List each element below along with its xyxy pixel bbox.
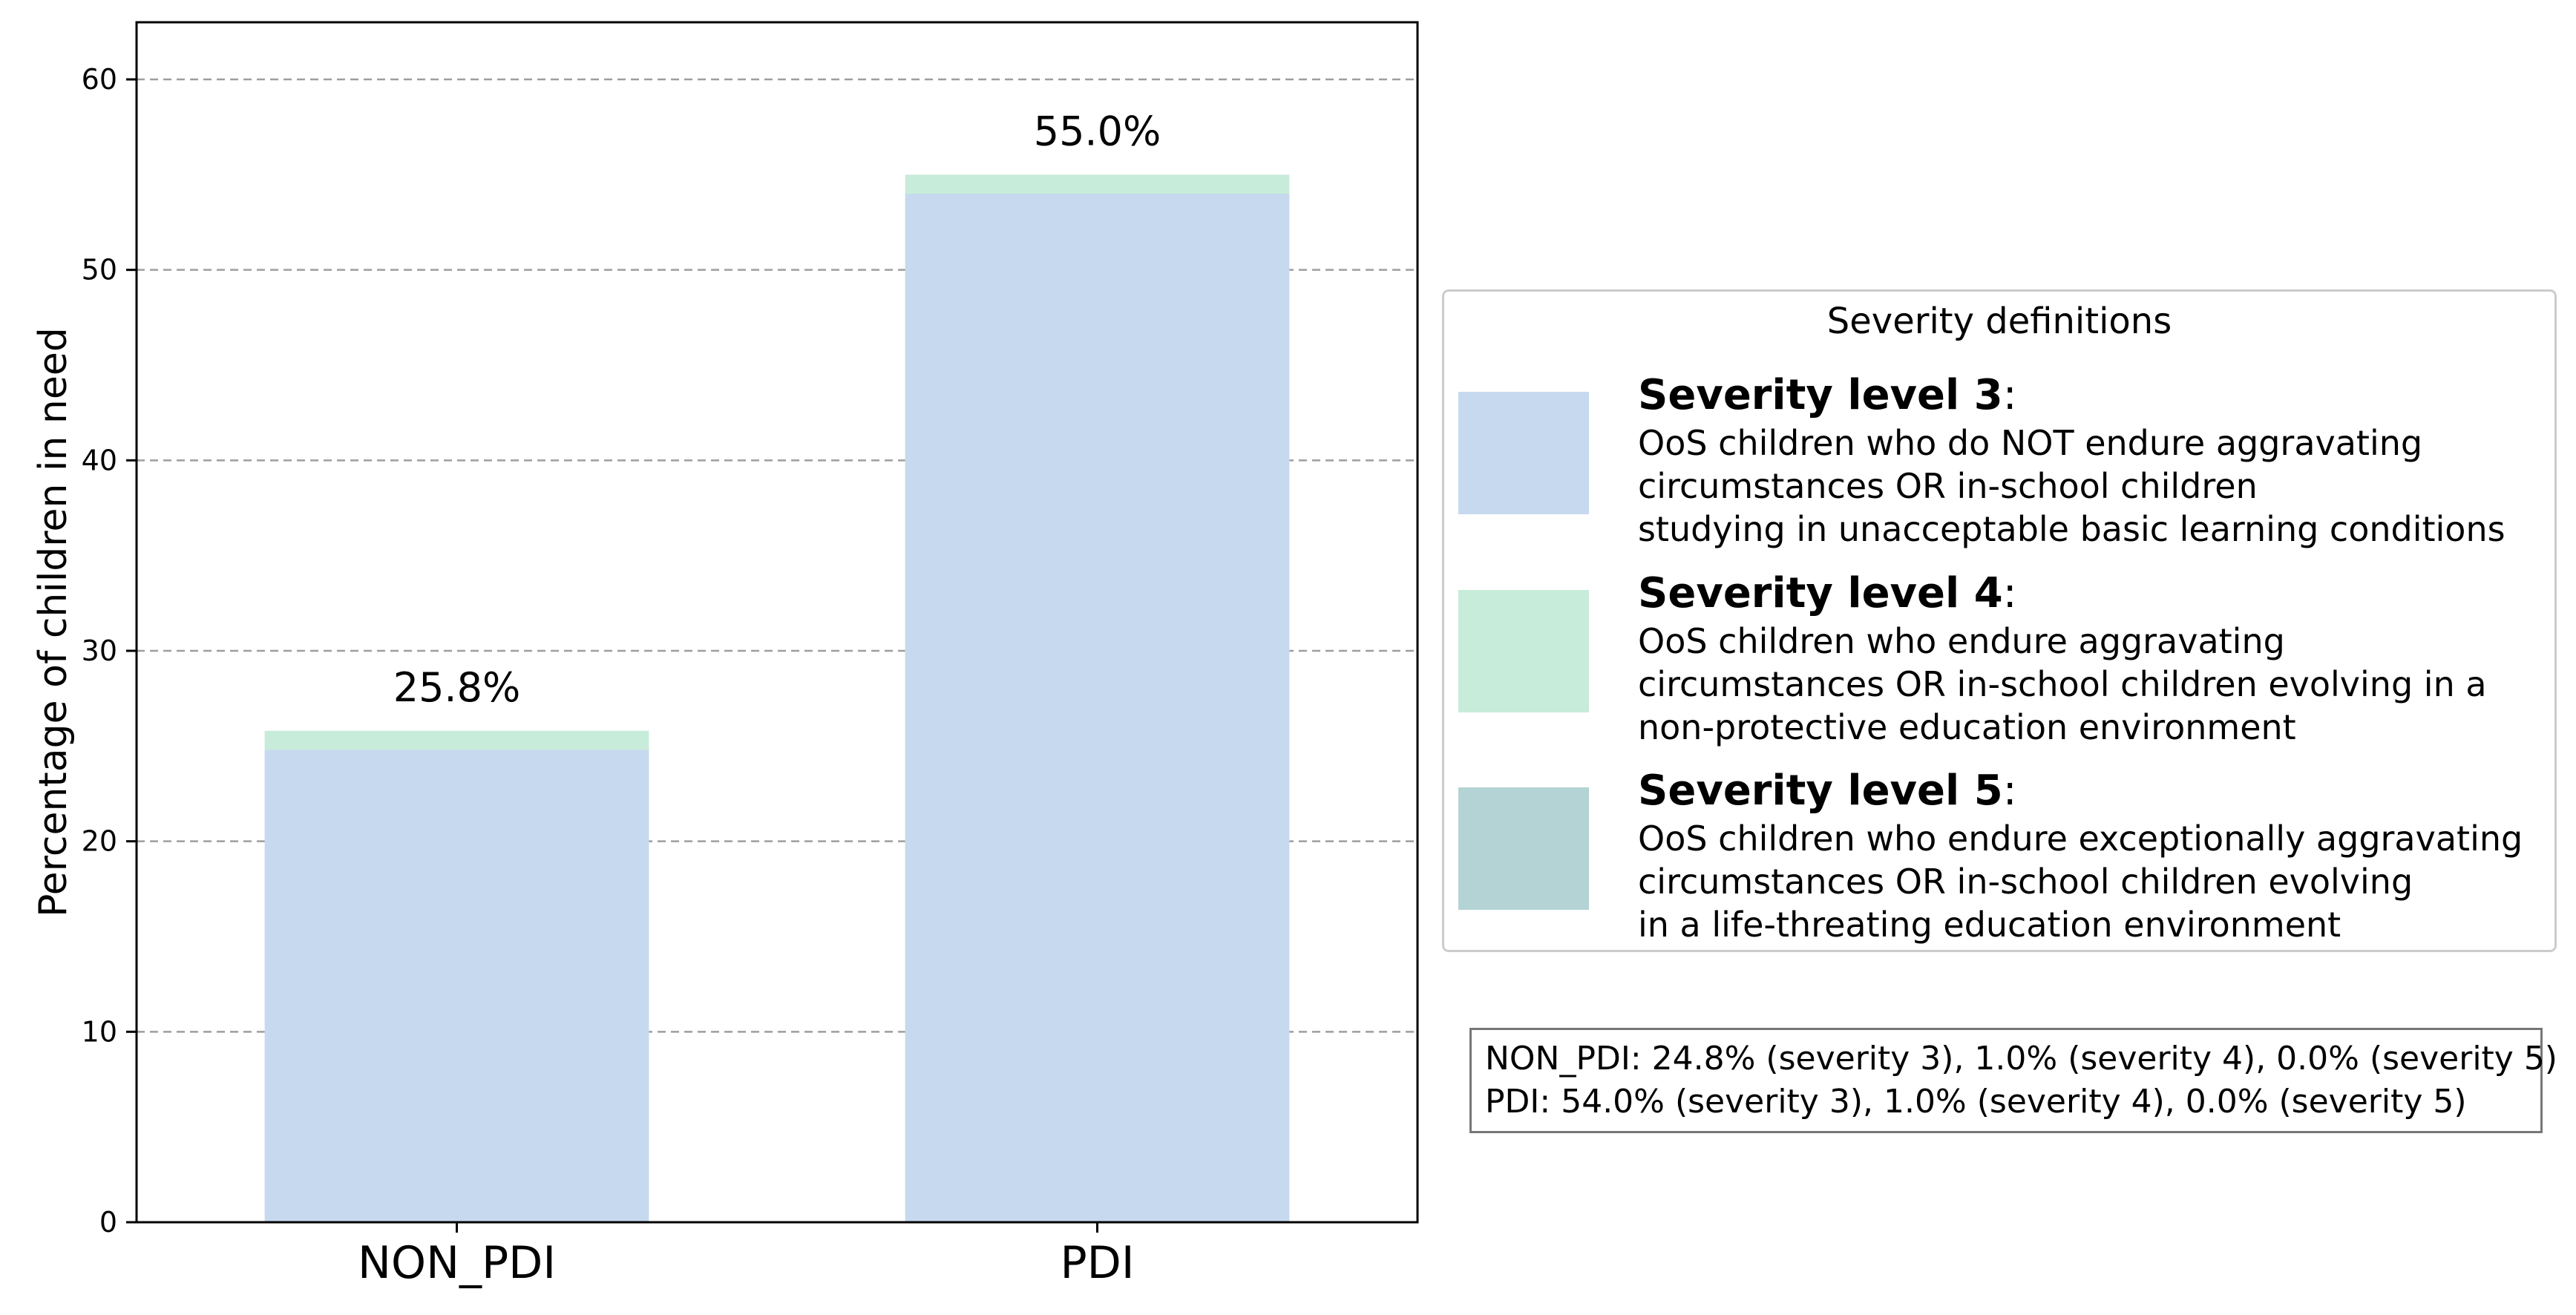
legend-heading-colon: :: [2002, 371, 2017, 419]
y-axis: 0 10 20 30 40 50 60: [82, 63, 137, 1239]
y-tick-label: 10: [82, 1015, 117, 1048]
bars: [264, 174, 1290, 1222]
legend-swatch-severity-4: [1458, 590, 1589, 712]
y-axis-label: Percentage of children in need: [31, 327, 76, 917]
summary-line-non-pdi: NON_PDI: 24.8% (severity 3), 1.0% (sever…: [1485, 1040, 2557, 1078]
legend-line: non-protective education environment: [1638, 707, 2296, 747]
legend-line: OoS children who do NOT endure aggravati…: [1638, 423, 2423, 463]
y-tick-label: 60: [82, 63, 117, 96]
y-tick-label: 0: [99, 1206, 117, 1239]
legend-swatch-severity-5: [1458, 787, 1589, 910]
legend-line: OoS children who endure exceptionally ag…: [1638, 819, 2523, 859]
legend-title: Severity definitions: [1826, 301, 2172, 342]
legend-swatch-severity-3: [1458, 392, 1589, 514]
legend-line: circumstances OR in-school children evol…: [1638, 862, 2413, 902]
legend-line: OoS children who endure aggravating: [1638, 621, 2285, 661]
legend: Severity definitions Severity level 3: O…: [1442, 289, 2557, 952]
legend-line: circumstances OR in-school children: [1638, 466, 2258, 506]
bar-pdi-severity-3: [905, 194, 1290, 1222]
legend-heading-severity-4: Severity level 4: [1638, 569, 2003, 617]
total-label: 55.0%: [1034, 108, 1161, 154]
legend-line: circumstances OR in-school children evol…: [1638, 664, 2487, 704]
summary-box: NON_PDI: 24.8% (severity 3), 1.0% (sever…: [1469, 1028, 2557, 1133]
x-tick-label: NON_PDI: [358, 1237, 556, 1289]
plot-frame: [135, 21, 1419, 1224]
legend-heading-colon: :: [2002, 569, 2017, 617]
legend-entry-severity-4: Severity level 4: OoS children who endur…: [1458, 568, 2547, 761]
legend-line: in a life-threating education environmen…: [1638, 905, 2341, 945]
total-label: 25.8%: [393, 664, 521, 711]
legend-heading-colon: :: [2002, 767, 2017, 815]
legend-entry-severity-3: Severity level 3: OoS children who do NO…: [1458, 370, 2547, 563]
bar-non-pdi-severity-3: [264, 750, 649, 1222]
legend-line: studying in unacceptable basic learning …: [1638, 509, 2505, 549]
x-axis: NON_PDI PDI: [358, 1222, 1135, 1289]
y-tick-label: 20: [82, 825, 117, 858]
y-tick-label: 30: [82, 634, 117, 667]
bar-pdi-severity-4: [905, 174, 1290, 194]
x-tick-label: PDI: [1060, 1237, 1134, 1289]
legend-entry-severity-5: Severity level 5: OoS children who endur…: [1458, 765, 2547, 958]
bar-non-pdi-severity-4: [264, 730, 649, 750]
y-tick-label: 40: [82, 444, 117, 476]
total-labels: 25.8% 55.0%: [393, 108, 1161, 710]
legend-heading-severity-3: Severity level 3: [1638, 371, 2003, 419]
y-tick-label: 50: [82, 254, 117, 286]
summary-line-pdi: PDI: 54.0% (severity 3), 1.0% (severity …: [1485, 1083, 2467, 1121]
legend-heading-severity-5: Severity level 5: [1638, 767, 2003, 815]
